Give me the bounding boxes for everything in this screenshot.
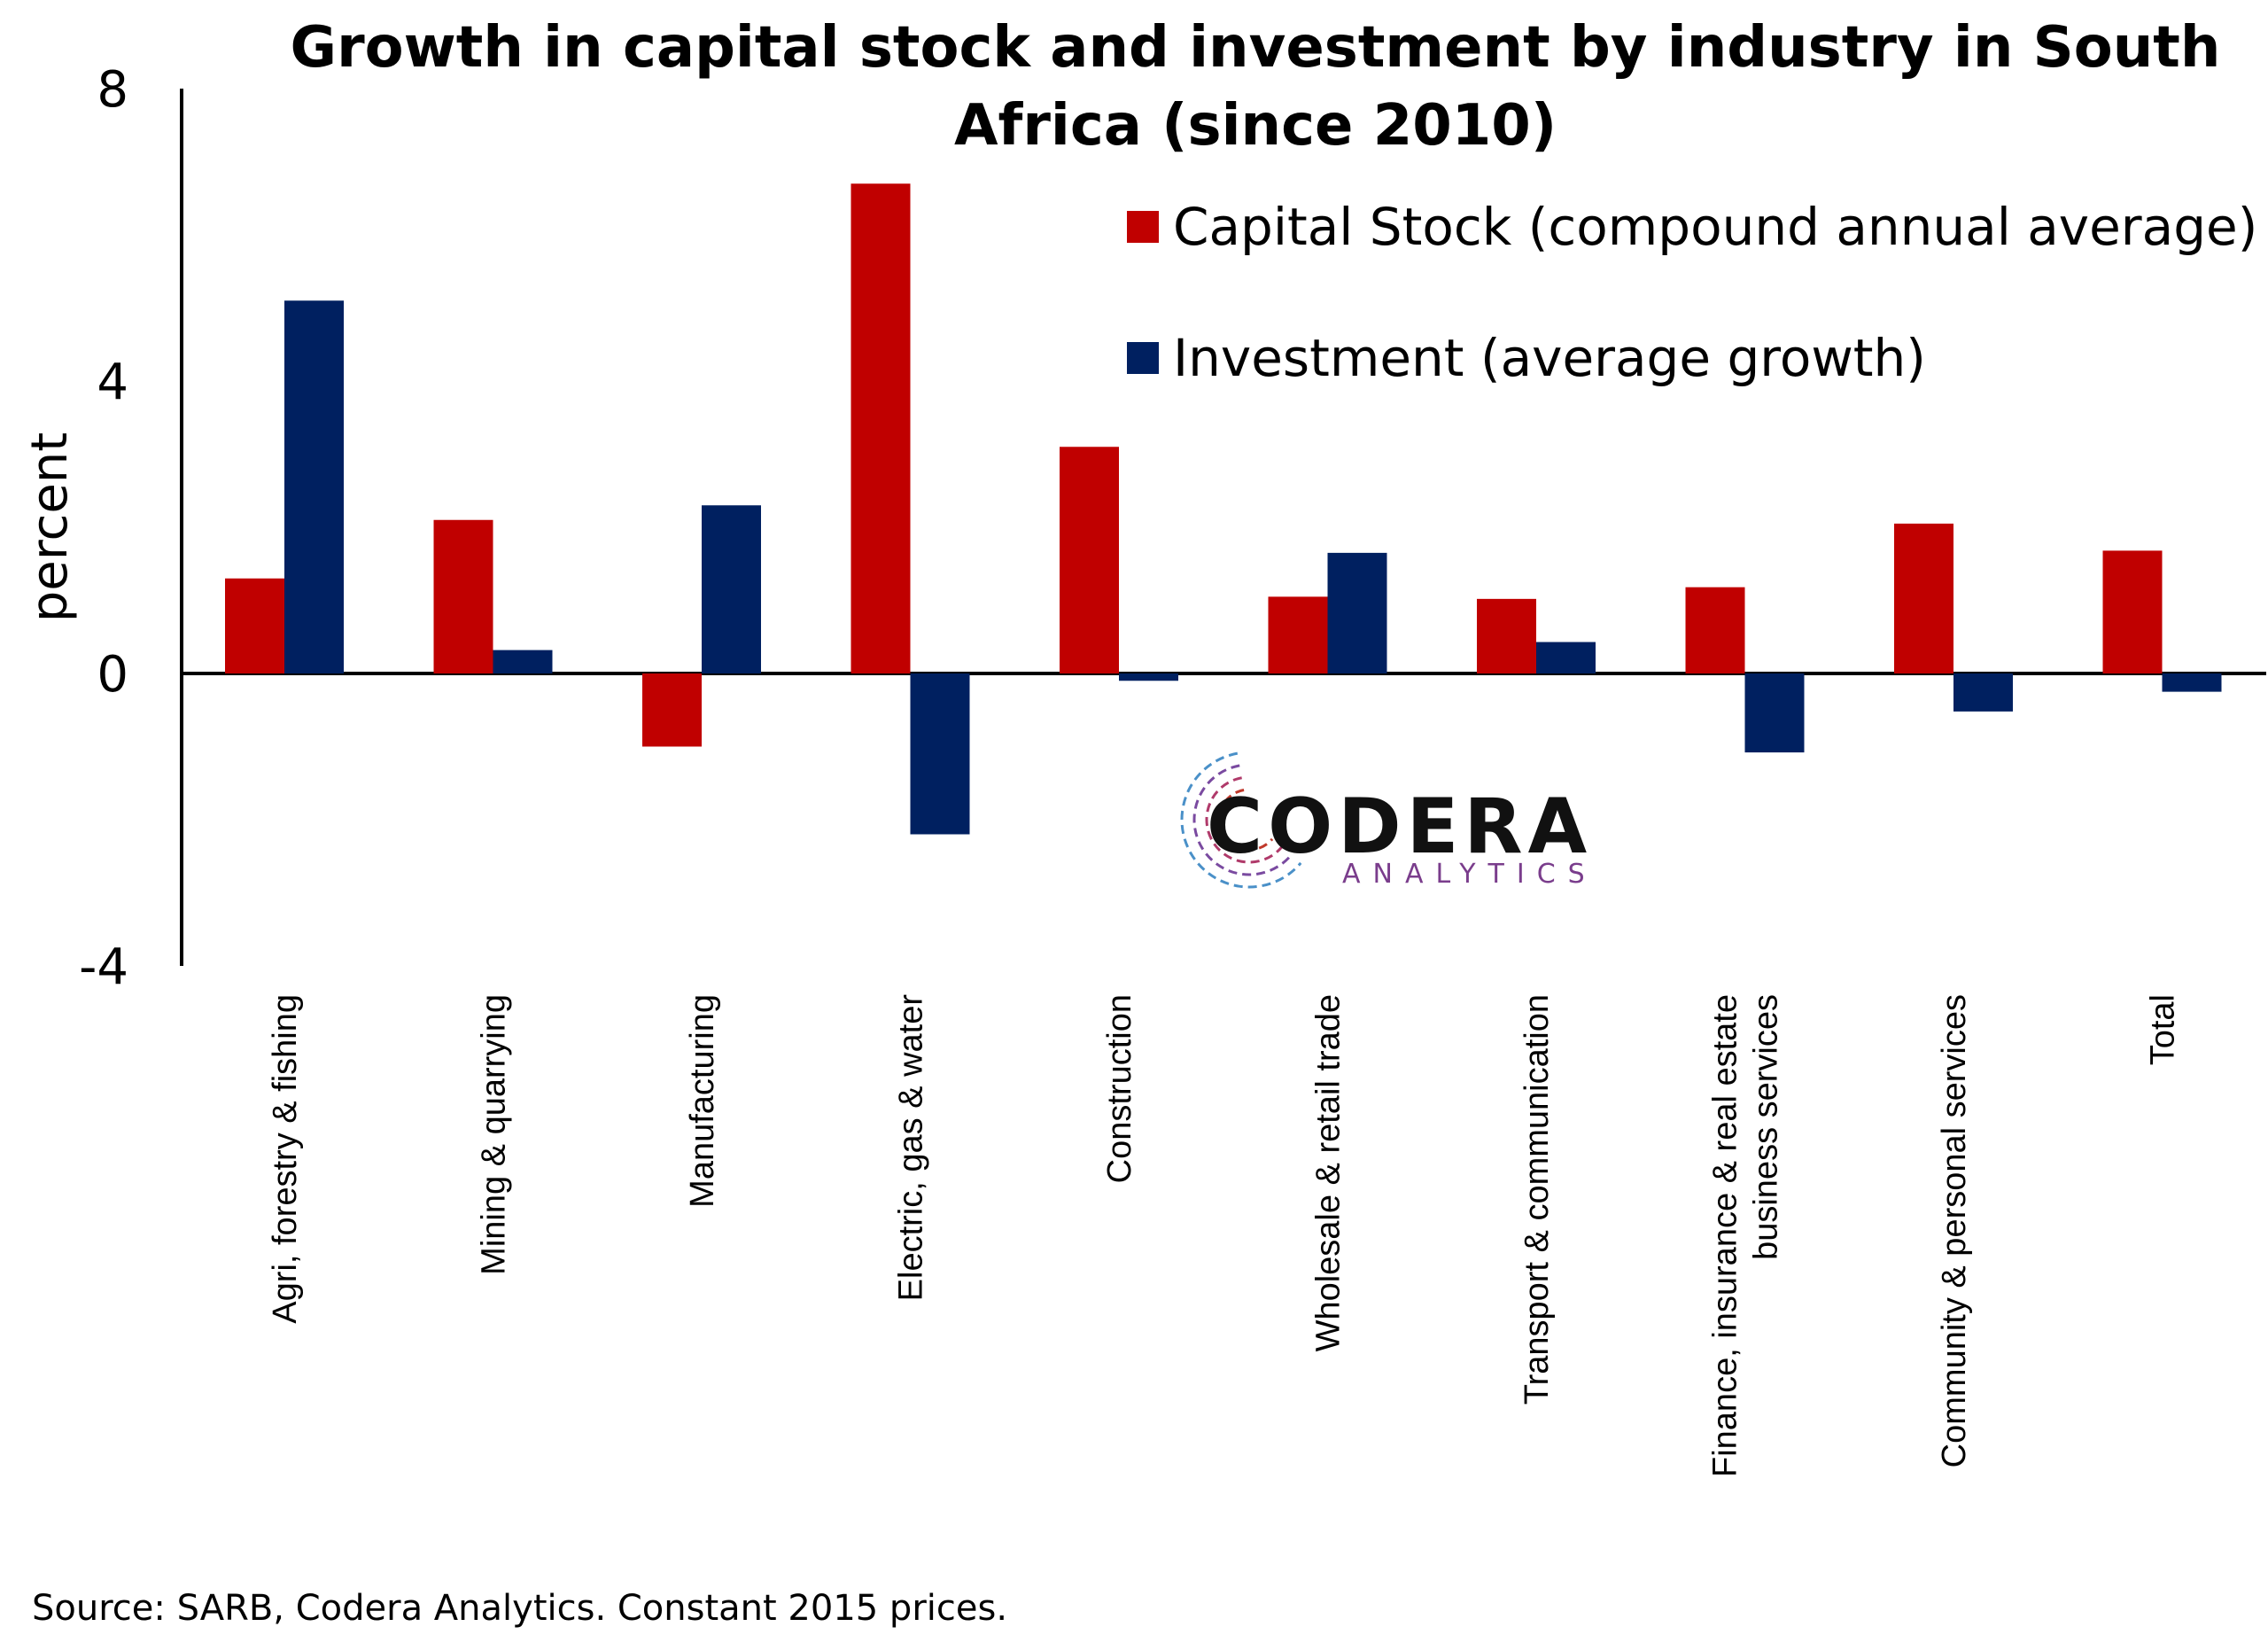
y-tick-label: 4: [97, 354, 128, 411]
bar-capital-stock: [850, 183, 911, 673]
x-tick-label: Manufacturing: [684, 994, 721, 1208]
x-tick-label-line: Mining & quarrying: [476, 994, 513, 1275]
bar-investment: [1536, 642, 1596, 673]
x-tick-label: Mining & quarrying: [476, 994, 513, 1275]
x-tick-label: Community & personal services: [1936, 994, 1973, 1467]
x-tick-label: Construction: [1101, 994, 1138, 1183]
x-tick-label-line: business services: [1748, 994, 1785, 1260]
codera-logo: CODERA ANALYTICS: [1180, 751, 1597, 890]
bar-capital-stock: [642, 673, 702, 747]
legend: Capital Stock (compound annual average) I…: [1127, 197, 2257, 388]
bars: [225, 183, 2222, 835]
bar-investment: [284, 300, 344, 673]
bar-investment: [493, 650, 553, 673]
y-tick-label: 0: [97, 646, 128, 704]
bar-capital-stock: [433, 519, 493, 673]
bar-capital-stock: [1268, 596, 1328, 673]
bar-investment: [1953, 673, 2013, 712]
x-tick-label-line: Wholesale & retail trade: [1310, 994, 1348, 1351]
chart-title: Growth in capital stock and investment b…: [291, 15, 2221, 159]
y-tick-label: 8: [97, 61, 128, 119]
legend-label: Investment (average growth): [1173, 328, 1926, 388]
chart-title-line: Growth in capital stock and investment b…: [291, 15, 2221, 81]
x-tick-label: Total: [2145, 994, 2182, 1065]
bar-capital-stock: [1894, 523, 1953, 673]
x-tick-label: Wholesale & retail trade: [1310, 994, 1348, 1351]
bar-capital-stock: [225, 578, 284, 673]
x-tick-label-line: Finance, insurance & real estate: [1707, 994, 1744, 1477]
x-tick-label-line: Construction: [1101, 994, 1138, 1183]
bar-capital-stock: [1477, 598, 1536, 673]
logo-name: CODERA: [1207, 782, 1592, 871]
bar-capital-stock: [2102, 550, 2163, 673]
bar-capital-stock: [1060, 447, 1119, 673]
legend-swatch: [1127, 342, 1159, 374]
x-tick-label: Agri, forestry & fishing: [267, 994, 304, 1324]
category-labels: Agri, forestry & fishing Mining & quarryi…: [267, 994, 2182, 1477]
bar-investment: [1119, 673, 1178, 681]
bar-investment: [702, 505, 761, 673]
bar-investment: [1744, 673, 1805, 753]
x-tick-label: Electric, gas & water: [893, 994, 930, 1302]
source-note: Source: SARB, Codera Analytics. Constant…: [32, 1588, 1007, 1629]
legend-label: Capital Stock (compound annual average): [1173, 197, 2257, 257]
x-tick-label: Finance, insurance & real estate business…: [1707, 994, 1785, 1477]
legend-swatch: [1127, 211, 1159, 243]
x-tick-label-line: Agri, forestry & fishing: [267, 994, 304, 1324]
x-tick-label-line: Manufacturing: [684, 994, 721, 1208]
bar-investment: [1327, 552, 1387, 673]
x-tick-label: Transport & communication: [1518, 994, 1556, 1405]
x-tick-label-line: Total: [2145, 994, 2182, 1065]
chart-title-line: Africa (since 2010): [954, 93, 1557, 159]
bar-investment: [2162, 673, 2222, 692]
y-axis: -4 0 4 8 percent: [21, 61, 183, 996]
x-tick-label-line: Community & personal services: [1936, 994, 1973, 1467]
bar-capital-stock: [1685, 587, 1745, 673]
y-axis-label: percent: [21, 432, 79, 622]
logo-arc: [1217, 789, 1274, 852]
logo-arc: [1192, 764, 1293, 876]
y-tick-label: -4: [79, 938, 128, 996]
bar-investment: [910, 673, 970, 835]
logo-subtitle: ANALYTICS: [1342, 859, 1597, 890]
logo-arc: [1180, 751, 1302, 889]
logo-mark-icon: [1180, 751, 1302, 889]
x-tick-label-line: Transport & communication: [1518, 994, 1556, 1405]
x-tick-label-line: Electric, gas & water: [893, 994, 930, 1302]
